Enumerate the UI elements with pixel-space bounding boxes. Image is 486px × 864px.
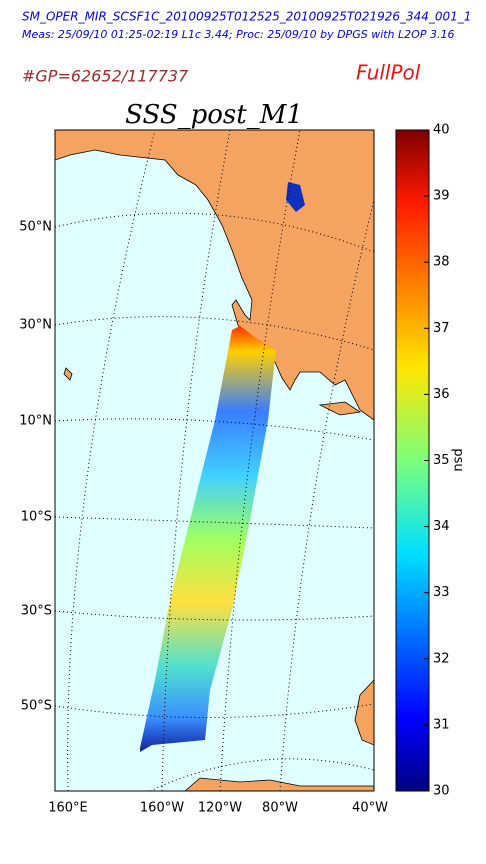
lat-label: 50°S xyxy=(21,699,52,714)
hudson-bay xyxy=(286,182,305,212)
colorbar-label: psu xyxy=(451,448,466,471)
gp-count: #GP=62652/117737 xyxy=(22,67,189,86)
graticule xyxy=(55,130,374,791)
colorbar-tick-label: 40 xyxy=(433,123,450,138)
mode: FullPol xyxy=(356,61,421,85)
colorbar-tick-label: 38 xyxy=(433,255,450,270)
map xyxy=(55,130,374,791)
lon-label: 160°E xyxy=(48,801,88,816)
lat-label: 30°N xyxy=(19,318,52,333)
antarctica xyxy=(184,777,374,791)
lat-label: 30°S xyxy=(21,604,52,619)
hawaii xyxy=(63,367,73,381)
colorbar-tick-label: 32 xyxy=(433,651,450,666)
lon-label: 40°W xyxy=(352,801,388,816)
meas-info: Meas: 25/09/10 01:25-02:19 L1c 3.44; Pro… xyxy=(22,28,454,41)
colorbar-ticks: 30 31 32 33 34 35 36 37 38 39 40 xyxy=(424,123,450,799)
data-swath xyxy=(140,326,276,752)
lon-label: 80°W xyxy=(262,801,298,816)
lon-label: 160°W xyxy=(140,801,184,816)
lon-label: 120°W xyxy=(198,801,242,816)
lat-label: 10°N xyxy=(19,414,52,429)
colorbar-tick-label: 35 xyxy=(433,453,450,468)
colorbar-tick-label: 36 xyxy=(433,387,450,402)
filename: SM_OPER_MIR_SCSF1C_20100925T012525_20100… xyxy=(22,10,471,24)
colorbar-tick-label: 34 xyxy=(433,519,450,534)
map-frame xyxy=(54,129,375,792)
map-title: SSS_post_M1 xyxy=(125,100,303,130)
colorbar-tick-label: 39 xyxy=(433,189,450,204)
lat-label: 10°S xyxy=(21,510,52,525)
colorbar-tick-label: 30 xyxy=(433,784,450,799)
colorbar xyxy=(395,129,430,792)
south-america xyxy=(354,679,374,746)
caribbean xyxy=(318,401,362,416)
lat-label: 50°N xyxy=(19,220,52,235)
colorbar-tick-label: 31 xyxy=(433,717,450,732)
colorbar-tick-label: 37 xyxy=(433,321,450,336)
colorbar-tick-label: 33 xyxy=(433,585,450,600)
